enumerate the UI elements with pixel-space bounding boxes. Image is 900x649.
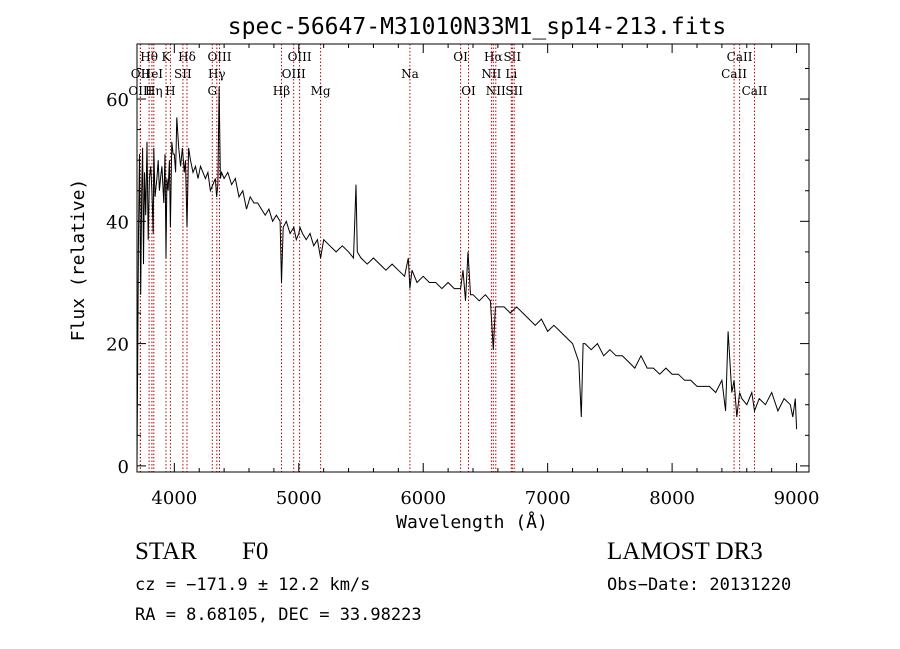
line-label-21: NII: [481, 67, 501, 81]
flux-series-line: [136, 86, 798, 466]
chart-title: spec-56647-M31010N33M1_sp14-213.fits: [228, 14, 727, 40]
line-label-8: Hδ: [178, 50, 196, 64]
line-label-15: Mg: [311, 84, 331, 98]
y-axis-label: Flux (relative): [68, 179, 89, 342]
x-tick-label-3: 7000: [525, 488, 571, 509]
line-label-13: OIII: [282, 67, 306, 81]
line-label-20: SII: [503, 50, 521, 64]
line-label-7: H: [165, 84, 175, 98]
y-tick-label-3: 60: [106, 90, 129, 111]
line-label-19: Hα: [484, 50, 503, 64]
line-label-23: NII: [486, 84, 506, 98]
line-label-0: Hθ: [140, 50, 158, 64]
line-label-26: CaII: [721, 67, 747, 81]
y-tick-label-1: 20: [106, 335, 129, 356]
x-tick-label-0: 4000: [151, 488, 197, 509]
line-label-24: SII: [505, 84, 523, 98]
line-label-9: OIII: [207, 50, 231, 64]
line-label-14: Hβ: [273, 84, 290, 98]
y-tick-label-0: 0: [118, 457, 129, 478]
redshift-velocity: cz = −171.9 ± 12.2 km/s: [135, 575, 371, 595]
plot-frame: [136, 43, 810, 473]
line-label-5: K: [162, 50, 172, 64]
line-label-27: CaII: [742, 84, 768, 98]
line-label-18: OI: [461, 84, 476, 98]
line-label-16: Na: [401, 67, 419, 81]
x-tick-label-2: 6000: [400, 488, 446, 509]
x-tick-label-5: 9000: [774, 488, 820, 509]
y-tick-label-2: 40: [106, 212, 129, 233]
line-label-4: Hη: [145, 84, 163, 98]
line-label-25: CaII: [727, 50, 753, 64]
line-label-2: OIII: [128, 84, 152, 98]
object-subclass: F0: [242, 538, 269, 565]
line-label-22: Li: [505, 67, 517, 81]
line-label-12: OIII: [288, 50, 312, 64]
line-label-3: HeI: [141, 67, 164, 81]
object-class: STAR: [135, 538, 197, 565]
line-label-17: OI: [453, 50, 468, 64]
x-tick-label-1: 5000: [276, 488, 322, 509]
x-axis-label: Wavelength (Å): [396, 511, 548, 533]
line-label-10: Hγ: [208, 67, 226, 81]
coordinates: RA = 8.68105, DEC = 33.98223: [135, 605, 422, 625]
axes: 4000 5000 6000 7000 8000 9000 0 20 40 60: [106, 44, 819, 509]
line-label-1: OII: [131, 67, 151, 81]
x-tick-label-4: 8000: [649, 488, 695, 509]
line-label-6: SII: [174, 67, 192, 81]
observation-date: Obs−Date: 20131220: [607, 575, 792, 595]
survey-name: LAMOST DR3: [607, 538, 763, 565]
line-label-11: G: [208, 84, 218, 98]
